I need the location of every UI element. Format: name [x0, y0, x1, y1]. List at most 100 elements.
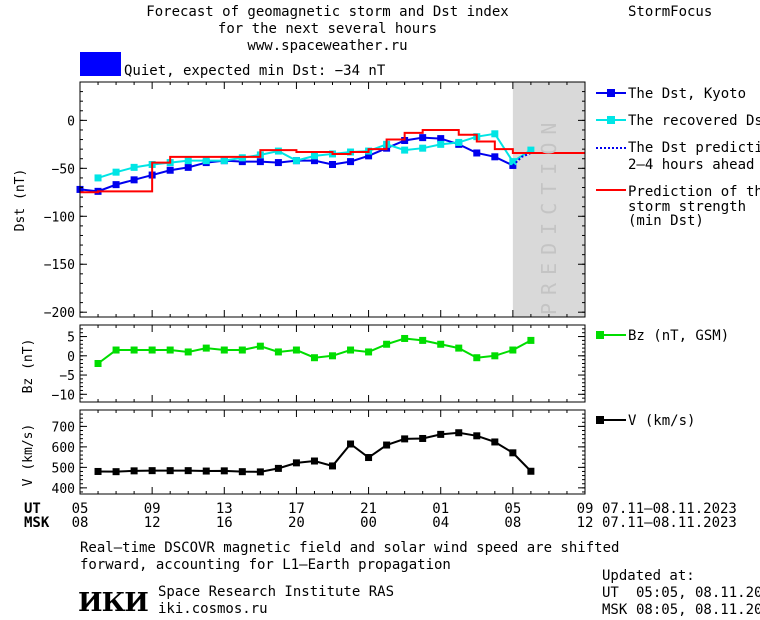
bz-panel-frame	[79, 324, 586, 403]
v-series-0-point	[310, 457, 318, 465]
dst-series-0-point	[419, 134, 427, 142]
dst-ytick-label: −100	[44, 210, 75, 225]
dst-series-1-point	[130, 163, 138, 171]
msk-tick-label: 12	[576, 515, 594, 531]
dst-series-1-point	[292, 157, 300, 165]
bz-series-0-point	[148, 346, 156, 354]
dst-series-0-point	[347, 158, 355, 166]
v-series-0-point	[491, 438, 499, 446]
v-panel-frame	[79, 409, 586, 495]
dst-series-0-point	[437, 135, 445, 143]
v-ytick-label: 600	[52, 441, 75, 456]
prediction-band-label: PREDICTION	[537, 115, 561, 315]
institute-website[interactable]: iki.cosmos.ru	[158, 601, 268, 617]
v-series-0-point	[347, 440, 355, 448]
updated-ut-label: UT	[602, 585, 619, 601]
v-series-0-point	[202, 467, 210, 475]
dst-ytick-label: −200	[44, 306, 75, 321]
institute-name: Space Research Institute RAS	[158, 584, 395, 600]
v-series-0-point	[365, 454, 373, 462]
bz-series-0-point	[202, 344, 210, 352]
v-ytick-label: 400	[52, 482, 75, 497]
v-ylabel: V (km/s)	[21, 424, 36, 487]
msk-tick-label: 20	[287, 515, 305, 531]
date-range-msk: 07.11–08.11.2023	[602, 515, 737, 531]
msk-tick-label: 04	[432, 515, 450, 531]
legend-recovered-swatch	[596, 116, 626, 124]
v-series-0-point	[130, 467, 138, 475]
v-series-0-point	[112, 468, 120, 476]
bz-series-0-point	[166, 346, 174, 354]
bz-ylabel: Bz (nT)	[21, 339, 36, 394]
dst-series-3-line	[80, 128, 585, 194]
legend-strength-line2: storm strength	[628, 199, 747, 215]
bz-series-0-point	[130, 346, 138, 354]
dst-series-0-point	[473, 149, 481, 157]
dst-series-0-point	[491, 153, 499, 161]
iki-logo: ИКИ	[78, 588, 149, 618]
v-ytick-label: 500	[52, 461, 75, 476]
dst-ytick-label: −150	[44, 258, 75, 273]
ut-tick-label: 09	[143, 501, 161, 517]
dst-ytick-label: 0	[67, 114, 75, 129]
bz-series-0-point	[365, 348, 373, 356]
dst-panel-frame	[79, 81, 586, 318]
app-name: StormFocus	[628, 4, 713, 20]
legend-prediction-swatch	[596, 147, 626, 149]
chart-title: Forecast of geomagnetic storm and Dst in…	[146, 4, 509, 20]
ut-tick-label: 05	[71, 501, 89, 517]
dst-series-0-point	[365, 152, 373, 160]
msk-tick-label: 12	[143, 515, 161, 531]
v-series-0-point	[256, 468, 264, 476]
dst-series-0-point	[329, 160, 336, 168]
v-series-0-point	[274, 464, 282, 472]
legend-prediction-line2: 2–4 hours ahead	[628, 157, 755, 173]
bz-series-0-point	[347, 346, 355, 354]
bz-series-0-point	[401, 334, 409, 342]
legend-prediction-line1: The Dst prediction	[628, 140, 760, 156]
legend-strength-line3: (min Dst)	[628, 213, 704, 229]
bz-series-0-point	[310, 354, 318, 362]
v-series-0-point	[292, 459, 300, 467]
dst-series-0-point	[130, 176, 138, 184]
prediction-band	[512, 82, 585, 317]
v-series-0-point	[437, 430, 445, 438]
bz-series-0-point	[383, 340, 391, 348]
legend-strength-swatch	[596, 189, 626, 191]
dst-series-1-point	[437, 140, 445, 148]
dst-series-0-line	[79, 136, 514, 193]
bz-series-0-point	[220, 346, 228, 354]
dst-series-0-point	[184, 163, 192, 171]
dst-series-0-point	[256, 158, 264, 166]
dst-series-0-point	[274, 159, 282, 167]
dst-series-1-point	[202, 157, 210, 165]
legend-bz: Bz (nT, GSM)	[628, 328, 730, 344]
dst-series-0-point	[310, 157, 318, 165]
dst-series-1-point	[310, 152, 318, 160]
dst-series-2-line	[512, 152, 532, 167]
dst-series-1-point	[419, 144, 427, 152]
legend-bz-swatch	[596, 331, 626, 339]
v-series-0-point	[509, 449, 517, 457]
v-series-0-point	[419, 434, 427, 442]
website-link[interactable]: www.spaceweather.ru	[247, 38, 408, 54]
ut-tick-label: 01	[432, 501, 450, 517]
ut-axis-label: UT	[24, 501, 41, 517]
ut-tick-label: 13	[215, 501, 233, 517]
bz-series-0-point	[94, 360, 102, 367]
bz-series-0-point	[292, 346, 300, 354]
legend-strength-line1: Prediction of the	[628, 184, 760, 200]
bz-series-0-point	[455, 344, 463, 352]
legend-dst-kyoto: The Dst, Kyoto	[628, 86, 747, 102]
msk-axis-label: MSK	[24, 515, 50, 531]
ut-tick-label: 09	[576, 501, 594, 517]
dst-series-1-point	[401, 146, 409, 154]
ut-tick-label: 05	[504, 501, 522, 517]
ut-tick-label: 21	[360, 501, 377, 517]
status-text: Quiet, expected min Dst: −34 nT	[124, 63, 386, 79]
ut-tick-label: 17	[287, 501, 305, 517]
v-series-0-point	[401, 435, 409, 443]
v-series-0-point	[527, 467, 535, 475]
footer-note-line1: Real–time DSCOVR magnetic field and sola…	[80, 540, 620, 556]
bz-series-0-point	[274, 348, 282, 356]
